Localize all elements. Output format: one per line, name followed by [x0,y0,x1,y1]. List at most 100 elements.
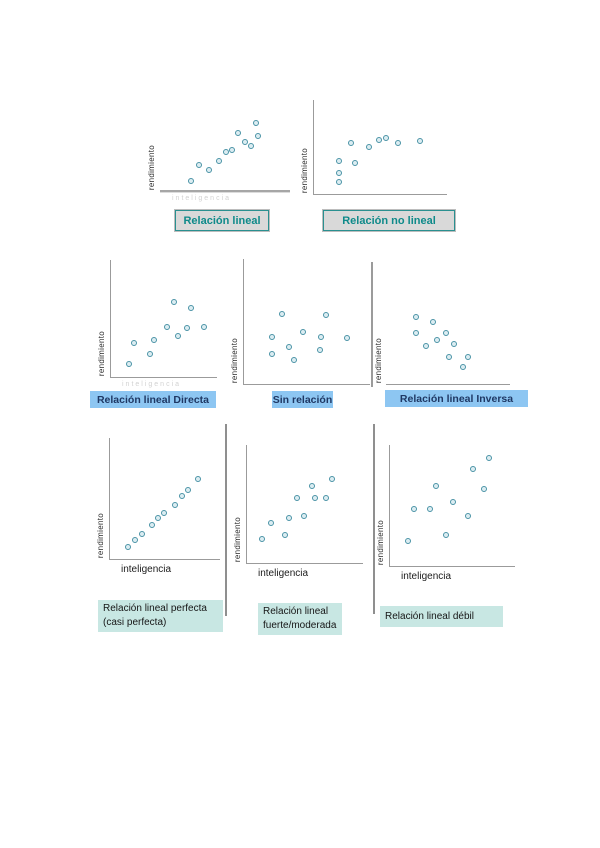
data-point [132,536,139,543]
data-point [170,299,177,306]
data-point [322,312,329,319]
y-axis-label: rendimiento [96,512,105,558]
y-axis-label: rendimiento [233,516,242,562]
x-axis-label: inteligencia [121,564,172,575]
data-point [278,311,285,317]
caption-relacion-lineal-fuerte-moderada: Relación lineal fuerte/moderada [258,603,342,635]
data-point [155,514,162,521]
x-axis-label: inteligencia [401,571,452,582]
data-point [464,354,471,361]
column-divider-right [373,424,375,614]
x-axis-label: inteligencia [258,568,309,579]
data-point [131,340,138,347]
data-point [376,137,383,144]
data-point [282,531,289,538]
data-point [365,144,372,150]
data-point [195,476,201,483]
caption-relacion-no-lineal: Relación no lineal [323,210,455,231]
data-point [433,483,440,490]
data-point [344,334,351,341]
data-point [449,498,456,505]
data-point [248,142,254,149]
data-point [412,313,419,320]
data-point [394,140,401,147]
data-point [268,333,275,340]
data-point [422,343,429,350]
data-point [148,522,155,529]
data-point [430,318,437,325]
data-point [178,493,185,500]
data-point [215,158,222,165]
data-point [268,351,275,357]
data-point [254,133,261,139]
data-point [317,333,324,340]
data-point [268,519,275,526]
data-point [253,120,260,127]
data-point [285,515,292,522]
caption-relacion-lineal-directa: Relación lineal Directa [90,391,216,408]
plot-area [313,100,447,195]
data-point [286,343,293,350]
data-point [312,495,319,502]
data-point [300,512,307,519]
data-point [446,354,453,361]
data-point [322,495,329,502]
plot-area [110,260,217,378]
data-point [124,543,131,550]
caption-relacion-lineal-perfecta: Relación lineal perfecta (casi perfecta) [98,600,223,632]
data-point [417,138,424,145]
data-point [443,531,450,538]
data-point [480,485,487,492]
scatter-plot-relacion-no-lineal: rendimiento [300,100,447,195]
inversa-y-axis-line [371,262,373,387]
data-point [206,167,213,174]
plot-area [386,262,510,385]
scatter-plot-sin-relacion: rendimiento [230,259,370,385]
data-point [160,510,167,517]
data-point [485,455,492,462]
caption-sin-relacion: Sin relación [272,391,333,408]
data-point [433,337,440,344]
y-axis-label: rendimiento [374,337,383,383]
data-point [427,506,433,513]
data-point [196,161,202,168]
caption-relacion-lineal-inversa: Relación lineal Inversa [385,390,528,407]
data-point [188,178,195,184]
data-point [404,537,411,544]
data-point [164,323,171,330]
scatter-plot-relacion-lineal: rendimiento inteligencia [147,100,290,202]
data-point [151,336,158,343]
data-point [410,506,417,513]
y-axis-label: rendimiento [300,147,309,193]
plot-area [246,445,363,564]
data-point [187,304,194,311]
data-point [300,328,307,335]
plot-area [109,438,220,560]
data-point [235,130,241,137]
data-point [328,476,335,483]
data-point [259,536,266,543]
plot-area [243,259,370,385]
scatter-plot-relacion-lineal-perfecta: rendimiento inteligencia [96,438,220,575]
data-point [469,466,476,473]
data-point [412,329,419,336]
plot-area [389,445,515,567]
scatter-plot-relacion-lineal-inversa: rendimiento [374,262,510,385]
column-divider-left [225,424,227,616]
data-point [459,363,466,370]
data-point [352,159,359,166]
y-axis-label: rendimiento [147,144,156,190]
data-point [228,147,235,154]
data-point [185,487,192,494]
data-point [201,323,208,330]
plot-area [160,100,290,192]
y-axis-label: rendimiento [230,337,239,383]
data-point [184,324,191,331]
scatter-plot-relacion-lineal-fuerte-moderada: rendimiento inteligencia [233,445,363,579]
data-point [348,140,355,147]
data-point [451,340,458,347]
data-point [382,134,389,141]
data-point [241,139,248,146]
data-point [464,513,471,520]
